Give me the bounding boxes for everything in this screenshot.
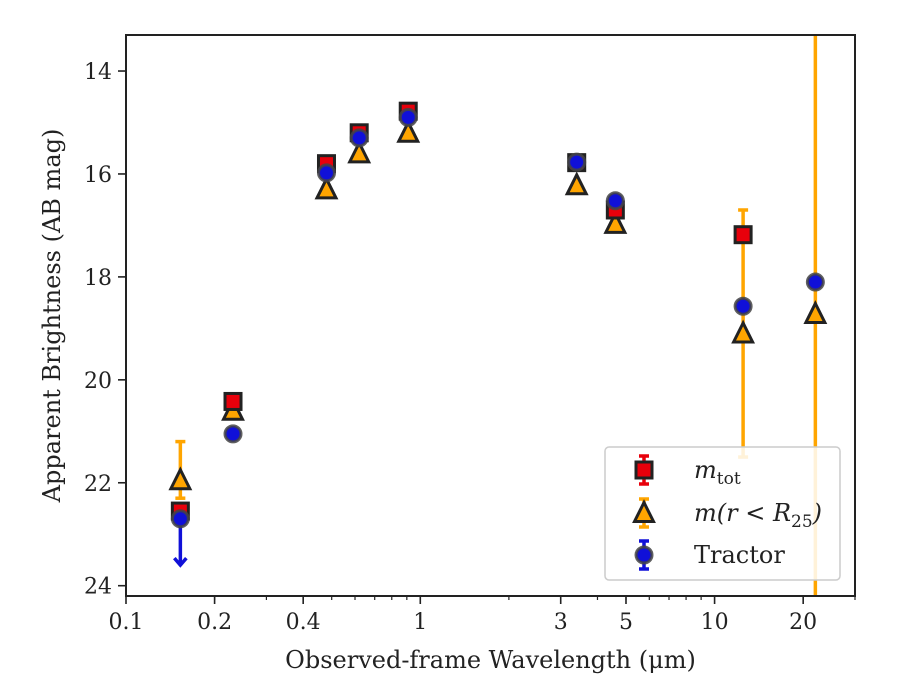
y-axis-label: Apparent Brightness (AB mag) (38, 129, 66, 504)
y-tick-label: 22 (84, 472, 112, 497)
circle-marker (223, 424, 243, 444)
y-tick-label: 16 (84, 163, 112, 188)
legend-triangle-marker (632, 499, 656, 523)
y-axis: 14 16 18 20 22 24 (84, 60, 126, 600)
x-tick-label: 1 (413, 610, 427, 635)
legend-square-marker (634, 460, 654, 480)
legend-label: m(r < R25) (694, 499, 822, 532)
x-tick-label: 0.1 (109, 610, 144, 635)
circle-marker (733, 296, 753, 316)
x-axis-label: Observed-frame Wavelength (μm) (285, 646, 696, 674)
x-tick-label: 5 (619, 610, 633, 635)
triangle-marker (564, 171, 589, 196)
legend-box (604, 446, 841, 581)
legend-label: mtot (694, 456, 741, 489)
y-tick-label: 18 (84, 266, 112, 291)
circle-marker (349, 128, 369, 148)
circle-marker (170, 509, 190, 529)
x-tick-label: 10 (701, 610, 729, 635)
triangle-marker (731, 319, 756, 344)
markers-tractor (170, 107, 825, 529)
circle-marker (398, 107, 418, 127)
square-marker (733, 225, 753, 245)
triangle-marker (603, 210, 628, 234)
plot-frame (125, 34, 856, 597)
x-tick-label: 3 (554, 610, 568, 635)
circle-marker (316, 163, 336, 183)
x-tick-label: 0.2 (197, 610, 232, 635)
circle-marker (805, 272, 825, 292)
y-tick-label: 20 (84, 369, 112, 394)
triangle-marker (314, 175, 339, 200)
x-tick-label: 0.4 (286, 610, 321, 635)
markers-m-r-r-25- (168, 118, 828, 491)
y-tick-label: 24 (84, 575, 112, 600)
circle-marker (567, 152, 587, 172)
x-tick-label: 20 (789, 610, 817, 635)
legend-circle-marker (634, 545, 654, 565)
square-marker (223, 391, 243, 411)
circle-marker (605, 191, 625, 211)
x-axis: 0.1 0.2 0.4 1 3 5 10 20 (109, 596, 856, 635)
triangle-marker (803, 300, 828, 324)
triangle-marker (168, 466, 193, 491)
upper-limit-arrowhead (173, 556, 188, 568)
triangle-marker (396, 118, 421, 143)
triangle-marker (347, 139, 372, 164)
legend-label: Tractor (694, 541, 785, 569)
y-tick-label: 14 (84, 60, 112, 85)
legend: mtot m(r < R25) Tractor (604, 446, 841, 581)
